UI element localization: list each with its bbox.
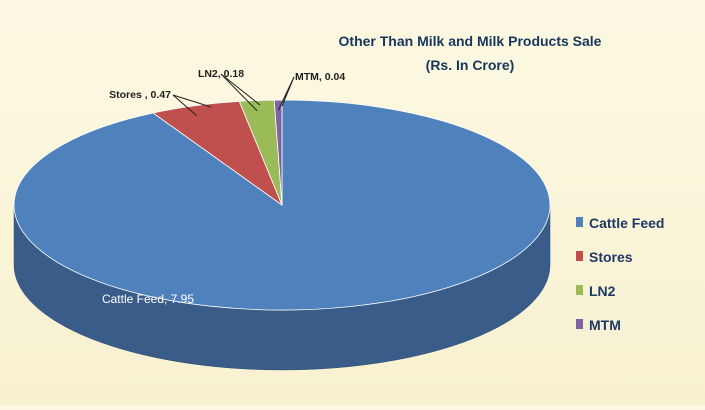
data-label-ln2: LN2, 0.18: [198, 68, 244, 80]
legend-label-mtm: MTM: [589, 317, 621, 333]
legend-label-cattle-feed: Cattle Feed: [589, 215, 664, 231]
legend: Cattle Feed Stores LN2 MTM: [576, 215, 664, 333]
data-label-cattle-feed: Cattle Feed, 7.95: [102, 292, 194, 306]
leader-line-stores: [172, 94, 212, 117]
pie-top: [13, 99, 551, 311]
pie-labels: Cattle Feed, 7.95 Stores , 0.47 LN2, 0.18 M…: [102, 68, 345, 306]
chart-subtitle: (Rs. In Crore): [426, 57, 515, 73]
legend-swatch-mtm: [576, 319, 583, 329]
legend-label-stores: Stores: [589, 249, 633, 265]
data-label-mtm: MTM, 0.04: [295, 71, 345, 83]
chart-title: Other Than Milk and Milk Products Sale: [339, 33, 602, 49]
legend-label-ln2: LN2: [589, 283, 616, 299]
slice-mtm: [273, 99, 283, 206]
leader-line-ln2: [220, 73, 261, 112]
data-label-stores: Stores , 0.47: [109, 89, 171, 101]
leader-line-mtm: [277, 76, 295, 111]
legend-swatch-ln2: [576, 285, 583, 295]
legend-swatch-cattle-feed: [576, 217, 583, 227]
legend-swatch-stores: [576, 251, 583, 261]
